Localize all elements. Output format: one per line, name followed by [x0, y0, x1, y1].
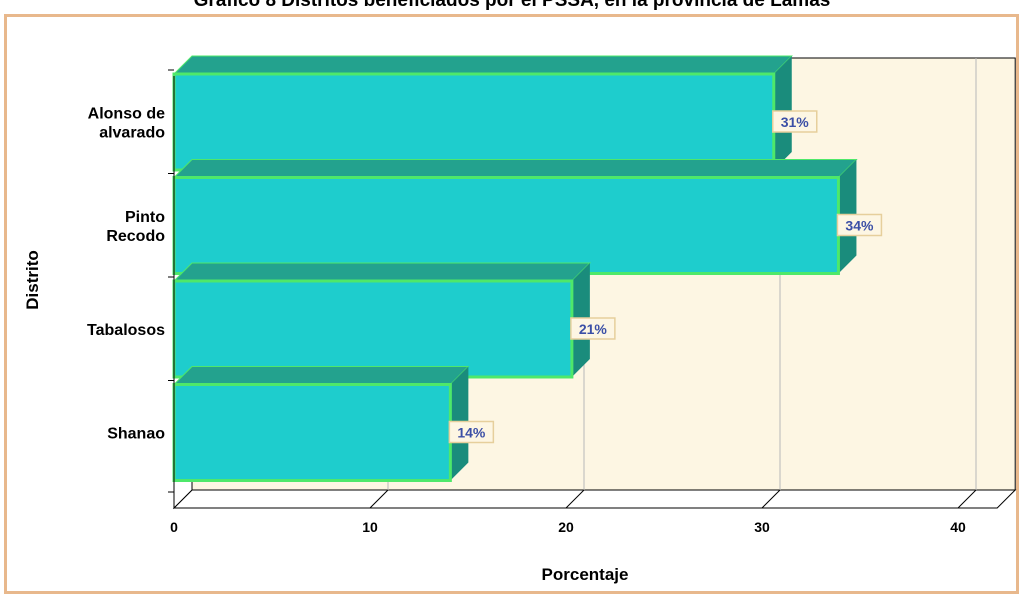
x-tick-label-10: 10: [362, 519, 378, 535]
category-label-line: Shanao: [107, 426, 165, 443]
bar-front-face: [172, 383, 452, 482]
data-label-3: 21%: [570, 317, 616, 340]
data-label-1: 31%: [772, 110, 818, 133]
data-label-text: 21%: [579, 321, 608, 337]
data-labels: 31% 34% 21% 14%: [448, 110, 883, 444]
bar-2: [172, 159, 858, 275]
floor-line-40: [957, 489, 977, 509]
x-tick-labels: 0 10 20 30 40: [170, 519, 966, 535]
bars: [172, 55, 858, 482]
bar-1: [172, 55, 793, 172]
bar-front-face: [172, 279, 574, 379]
data-label-box: [448, 420, 495, 444]
x-tick-label-0: 0: [170, 519, 178, 535]
bar-3: [172, 262, 592, 379]
data-label-box: [772, 110, 818, 133]
bar-front-face: [172, 176, 840, 275]
floor-line-30: [761, 489, 781, 509]
x-axis-label: Porcentaje: [542, 565, 629, 584]
floor-line-10: [369, 489, 389, 509]
bar-top-face: [172, 159, 858, 178]
category-label-3: Tabalosos: [87, 322, 165, 339]
data-label-text: 14%: [457, 425, 486, 441]
bar-front-face: [172, 72, 776, 172]
category-label-1: Alonso de alvarado: [88, 106, 166, 142]
y-axis-label: Distrito: [23, 250, 42, 310]
data-label-2: 34%: [836, 213, 883, 237]
category-label-line: alvarado: [99, 125, 165, 142]
data-label-4: 14%: [448, 420, 495, 444]
category-label-line: Pinto: [125, 209, 165, 226]
bar-top-face: [172, 262, 592, 282]
chart-title: Gráfico 8 Distritos beneficiados por el …: [193, 0, 831, 11]
data-label-text: 34%: [845, 218, 874, 234]
category-label-line: Alonso de: [88, 106, 165, 123]
category-label-line: Tabalosos: [87, 322, 165, 339]
x-tick-label-40: 40: [950, 519, 966, 535]
x-tick-label-20: 20: [558, 519, 574, 535]
bar-top-face: [172, 55, 793, 75]
bar-top-face: [172, 366, 470, 385]
data-label-box: [836, 213, 883, 237]
axes: [168, 69, 998, 509]
y-category-labels: Alonso de alvarado Pinto Recodo Tabalosos Sha…: [87, 106, 165, 443]
category-label-2: Pinto Recodo: [106, 209, 165, 245]
bar-4: [172, 366, 470, 482]
x-tick-label-30: 30: [754, 519, 770, 535]
floor-line-20: [565, 489, 585, 509]
category-label-4: Shanao: [107, 426, 165, 443]
floor: [172, 489, 1017, 509]
data-label-text: 31%: [781, 114, 810, 130]
category-label-line: Recodo: [106, 228, 165, 245]
data-label-box: [570, 317, 616, 340]
